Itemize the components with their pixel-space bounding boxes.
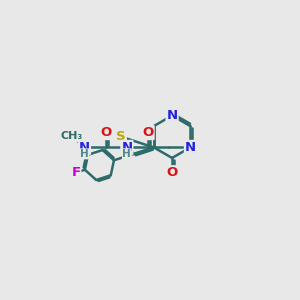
Text: N: N: [167, 109, 178, 122]
Text: O: O: [142, 126, 154, 139]
Text: H: H: [80, 149, 89, 159]
Text: H: H: [122, 149, 131, 159]
Text: N: N: [79, 141, 90, 154]
Text: N: N: [185, 141, 196, 154]
Text: O: O: [167, 166, 178, 179]
Text: O: O: [100, 126, 111, 139]
Text: S: S: [116, 130, 126, 143]
Text: CH₃: CH₃: [61, 131, 83, 141]
Text: F: F: [71, 166, 80, 179]
Text: N: N: [121, 141, 132, 154]
